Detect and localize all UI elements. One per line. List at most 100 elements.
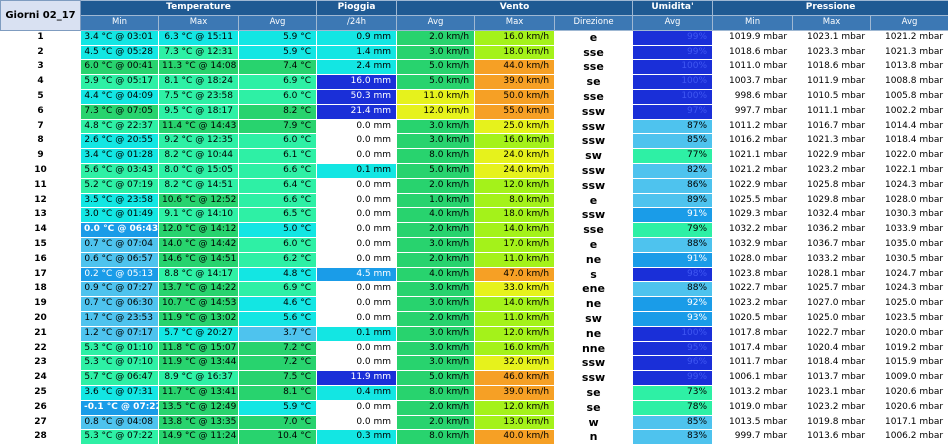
pavg-cell[interactable]: 1014.4 mbar xyxy=(871,119,948,134)
rain-cell[interactable]: 2.4 mm xyxy=(317,60,397,75)
wind-avg-cell[interactable]: 3.0 km/h xyxy=(397,134,475,149)
day-cell[interactable]: 12 xyxy=(1,193,81,208)
day-cell[interactable]: 21 xyxy=(1,326,81,341)
tmin-cell[interactable]: 5.9 °C @ 05:17 xyxy=(81,75,159,90)
wind-max-cell[interactable]: 12.0 km/h xyxy=(475,326,555,341)
pmin-cell[interactable]: 1018.6 mbar xyxy=(713,45,793,60)
rain-cell[interactable]: 0.0 mm xyxy=(317,356,397,371)
pavg-cell[interactable]: 1030.3 mbar xyxy=(871,208,948,223)
wind-avg-cell[interactable]: 2.0 km/h xyxy=(397,223,475,238)
tavg-cell[interactable]: 6.0 °C xyxy=(239,89,317,104)
pavg-cell[interactable]: 1025.0 mbar xyxy=(871,297,948,312)
pmin-cell[interactable]: 1023.8 mbar xyxy=(713,267,793,282)
tmax-cell[interactable]: 11.9 °C @ 13:02 xyxy=(159,311,239,326)
tavg-cell[interactable]: 7.2 °C xyxy=(239,356,317,371)
day-cell[interactable]: 20 xyxy=(1,311,81,326)
tmax-cell[interactable]: 14.0 °C @ 14:42 xyxy=(159,237,239,252)
tmax-cell[interactable]: 13.8 °C @ 13:35 xyxy=(159,415,239,430)
tmax-cell[interactable]: 6.3 °C @ 15:11 xyxy=(159,30,239,45)
wind-dir-cell[interactable]: ssw xyxy=(555,178,633,193)
wind-avg-cell[interactable]: 2.0 km/h xyxy=(397,252,475,267)
wind-max-cell[interactable]: 12.0 km/h xyxy=(475,400,555,415)
pavg-cell[interactable]: 1020.0 mbar xyxy=(871,326,948,341)
rain-cell[interactable]: 0.3 mm xyxy=(317,430,397,445)
wind-dir-cell[interactable]: ssw xyxy=(555,104,633,119)
day-cell[interactable]: 24 xyxy=(1,371,81,386)
wind-dir-cell[interactable]: ene xyxy=(555,282,633,297)
pmin-cell[interactable]: 1021.2 mbar xyxy=(713,163,793,178)
pmax-cell[interactable]: 1025.0 mbar xyxy=(793,311,871,326)
pmax-cell[interactable]: 1018.4 mbar xyxy=(793,356,871,371)
tmin-cell[interactable]: 5.2 °C @ 07:19 xyxy=(81,178,159,193)
wind-max-cell[interactable]: 14.0 km/h xyxy=(475,223,555,238)
pmax-cell[interactable]: 1016.7 mbar xyxy=(793,119,871,134)
corner-cell[interactable]: Giorni 02_17 xyxy=(1,1,81,31)
wind-dir-cell[interactable]: sse xyxy=(555,45,633,60)
tmin-cell[interactable]: 0.7 °C @ 06:30 xyxy=(81,297,159,312)
pavg-cell[interactable]: 1024.3 mbar xyxy=(871,178,948,193)
tavg-cell[interactable]: 3.7 °C xyxy=(239,326,317,341)
wind-max-cell[interactable]: 17.0 km/h xyxy=(475,237,555,252)
humidity-cell[interactable]: 88% xyxy=(633,237,713,252)
tmin-cell[interactable]: 1.7 °C @ 23:53 xyxy=(81,311,159,326)
pmax-cell[interactable]: 1023.3 mbar xyxy=(793,45,871,60)
tmax-cell[interactable]: 7.5 °C @ 23:58 xyxy=(159,89,239,104)
pmax-cell[interactable]: 1022.9 mbar xyxy=(793,149,871,164)
tavg-cell[interactable]: 7.2 °C xyxy=(239,341,317,356)
tmin-cell[interactable]: 3.6 °C @ 07:31 xyxy=(81,385,159,400)
humidity-cell[interactable]: 77% xyxy=(633,149,713,164)
day-cell[interactable]: 15 xyxy=(1,237,81,252)
rain-cell[interactable]: 0.0 mm xyxy=(317,297,397,312)
wind-dir-cell[interactable]: sw xyxy=(555,311,633,326)
pavg-cell[interactable]: 1030.5 mbar xyxy=(871,252,948,267)
day-cell[interactable]: 4 xyxy=(1,75,81,90)
wind-max-cell[interactable]: 46.0 km/h xyxy=(475,371,555,386)
pmax-cell[interactable]: 1023.2 mbar xyxy=(793,163,871,178)
wind-max-cell[interactable]: 40.0 km/h xyxy=(475,430,555,445)
tavg-cell[interactable]: 7.0 °C xyxy=(239,415,317,430)
tavg-cell[interactable]: 8.2 °C xyxy=(239,104,317,119)
tavg-cell[interactable]: 7.5 °C xyxy=(239,371,317,386)
pavg-cell[interactable]: 1033.9 mbar xyxy=(871,223,948,238)
tmin-cell[interactable]: 5.3 °C @ 07:10 xyxy=(81,356,159,371)
humidity-cell[interactable]: 91% xyxy=(633,252,713,267)
tmax-cell[interactable]: 9.1 °C @ 14:10 xyxy=(159,208,239,223)
wind-max-cell[interactable]: 14.0 km/h xyxy=(475,297,555,312)
pmin-cell[interactable]: 1028.0 mbar xyxy=(713,252,793,267)
wind-avg-cell[interactable]: 5.0 km/h xyxy=(397,75,475,90)
tavg-cell[interactable]: 6.0 °C xyxy=(239,134,317,149)
humidity-cell[interactable]: 97% xyxy=(633,104,713,119)
pmax-cell[interactable]: 1027.0 mbar xyxy=(793,297,871,312)
rain-cell[interactable]: 0.0 mm xyxy=(317,237,397,252)
tavg-cell[interactable]: 7.4 °C xyxy=(239,60,317,75)
tavg-cell[interactable]: 5.6 °C xyxy=(239,311,317,326)
humidity-cell[interactable]: 85% xyxy=(633,134,713,149)
rain-cell[interactable]: 16.0 mm xyxy=(317,75,397,90)
pmin-cell[interactable]: 1011.2 mbar xyxy=(713,119,793,134)
humidity-cell[interactable]: 86% xyxy=(633,178,713,193)
humidity-cell[interactable]: 98% xyxy=(633,267,713,282)
pmax-cell[interactable]: 1025.8 mbar xyxy=(793,178,871,193)
humidity-cell[interactable]: 100% xyxy=(633,89,713,104)
wind-avg-cell[interactable]: 5.0 km/h xyxy=(397,371,475,386)
pmax-cell[interactable]: 1023.2 mbar xyxy=(793,400,871,415)
wind-max-cell[interactable]: 8.0 km/h xyxy=(475,193,555,208)
rain-cell[interactable]: 0.4 mm xyxy=(317,385,397,400)
tmax-cell[interactable]: 14.9 °C @ 11:24 xyxy=(159,430,239,445)
pmax-cell[interactable]: 1021.3 mbar xyxy=(793,134,871,149)
wind-max-cell[interactable]: 24.0 km/h xyxy=(475,149,555,164)
tmax-cell[interactable]: 11.8 °C @ 15:07 xyxy=(159,341,239,356)
rain-cell[interactable]: 0.0 mm xyxy=(317,223,397,238)
wind-max-cell[interactable]: 16.0 km/h xyxy=(475,134,555,149)
day-cell[interactable]: 5 xyxy=(1,89,81,104)
wind-dir-cell[interactable]: ne xyxy=(555,252,633,267)
pmin-cell[interactable]: 1029.3 mbar xyxy=(713,208,793,223)
pavg-cell[interactable]: 1017.1 mbar xyxy=(871,415,948,430)
wind-dir-cell[interactable]: se xyxy=(555,400,633,415)
rain-cell[interactable]: 0.0 mm xyxy=(317,134,397,149)
wind-max-cell[interactable]: 24.0 km/h xyxy=(475,163,555,178)
day-cell[interactable]: 18 xyxy=(1,282,81,297)
pavg-cell[interactable]: 1015.9 mbar xyxy=(871,356,948,371)
tavg-cell[interactable]: 4.8 °C xyxy=(239,267,317,282)
humidity-cell[interactable]: 91% xyxy=(633,208,713,223)
